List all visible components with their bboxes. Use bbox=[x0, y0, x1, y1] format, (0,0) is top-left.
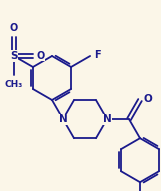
Text: S: S bbox=[10, 51, 18, 61]
Text: N: N bbox=[59, 114, 67, 124]
Text: N: N bbox=[103, 114, 111, 124]
Text: O: O bbox=[37, 51, 45, 61]
Text: CH₃: CH₃ bbox=[5, 80, 23, 89]
Text: O: O bbox=[10, 23, 18, 33]
Text: F: F bbox=[94, 50, 101, 60]
Text: O: O bbox=[144, 94, 153, 104]
